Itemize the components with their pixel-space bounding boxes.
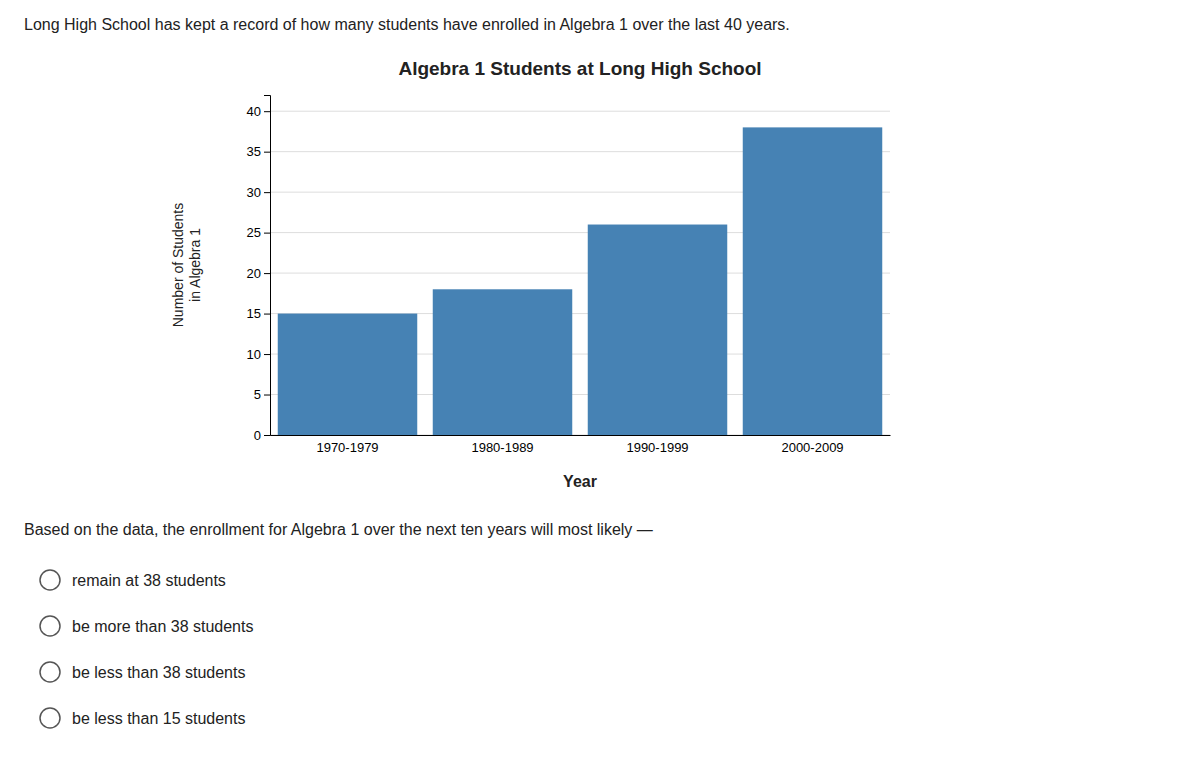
x-tick: 1980-1989 bbox=[471, 440, 533, 455]
x-axis: 1970-1979 1980-1989 1990-1999 2000-2009 bbox=[271, 436, 891, 456]
y-tick-mark bbox=[264, 354, 270, 355]
plot-area: 0 5 10 15 20 25 30 35 40 1970-1979 1980-1989 1990-1… bbox=[247, 96, 891, 456]
option-circle bbox=[40, 616, 60, 636]
y-axis-title: Number of Studentsin Algebra 1 bbox=[170, 203, 203, 328]
x-tick-label: 1970-1979 bbox=[316, 440, 378, 455]
y-tick-mark bbox=[264, 314, 270, 315]
option-text: be less than 38 students bbox=[72, 664, 245, 681]
y-tick: 35 bbox=[247, 144, 270, 159]
page: Long High School has kept a record of ho… bbox=[0, 0, 1200, 783]
x-tick-label: 2000-2009 bbox=[781, 440, 843, 455]
y-tick-mark bbox=[264, 152, 270, 153]
y-tick-mark bbox=[264, 192, 270, 193]
y-tick-label: 30 bbox=[247, 185, 261, 200]
x-axis-line bbox=[271, 435, 891, 436]
option-text: be less than 15 students bbox=[72, 710, 245, 727]
x-tick: 1970-1979 bbox=[316, 440, 378, 455]
y-tick-label: 40 bbox=[247, 104, 261, 119]
y-tick: 40 bbox=[247, 104, 270, 119]
answer-option: remain at 38 students bbox=[40, 570, 226, 590]
y-tick-label: 25 bbox=[247, 225, 261, 240]
option-circle bbox=[40, 570, 60, 590]
y-tick: 15 bbox=[247, 306, 270, 321]
y-axis: 0 5 10 15 20 25 30 35 40 bbox=[247, 96, 271, 443]
x-tick-label: 1990-1999 bbox=[626, 440, 688, 455]
option-text: be more than 38 students bbox=[72, 618, 253, 635]
y-tick-label: 0 bbox=[254, 428, 261, 443]
y-tick-label: 20 bbox=[247, 266, 261, 281]
y-tick-label: 5 bbox=[254, 387, 261, 402]
bars bbox=[278, 127, 883, 435]
answer-option: be less than 38 students bbox=[40, 662, 245, 682]
bar bbox=[588, 225, 728, 435]
y-tick: 5 bbox=[254, 387, 270, 402]
option-text: remain at 38 students bbox=[72, 572, 226, 589]
y-tick: 20 bbox=[247, 266, 270, 281]
header-text: Long High School has kept a record of ho… bbox=[24, 16, 790, 33]
grid bbox=[270, 111, 890, 435]
option-circle bbox=[40, 662, 60, 682]
x-tick: 1990-1999 bbox=[626, 440, 688, 455]
y-tick-mark bbox=[264, 435, 270, 436]
x-axis-title: Year bbox=[563, 473, 597, 490]
y-axis-line bbox=[264, 96, 271, 436]
x-tick-label: 1980-1989 bbox=[471, 440, 533, 455]
bar bbox=[278, 314, 418, 435]
y-tick: 25 bbox=[247, 225, 270, 240]
bar bbox=[433, 289, 573, 435]
y-tick-mark bbox=[264, 395, 270, 396]
y-tick: 30 bbox=[247, 185, 270, 200]
y-tick-mark bbox=[264, 111, 270, 112]
answer-option: be less than 15 students bbox=[40, 708, 245, 728]
x-tick: 2000-2009 bbox=[781, 440, 843, 455]
y-tick-mark bbox=[264, 233, 270, 234]
y-tick-label: 35 bbox=[247, 144, 261, 159]
question-text: Based on the data, the enrollment for Al… bbox=[24, 521, 653, 538]
y-tick: 0 bbox=[254, 428, 270, 443]
y-tick: 10 bbox=[247, 347, 270, 362]
option-circle bbox=[40, 708, 60, 728]
answer-option: be more than 38 students bbox=[40, 616, 253, 636]
y-tick-label: 15 bbox=[247, 306, 261, 321]
grid-line bbox=[270, 111, 890, 112]
chart-title: Algebra 1 Students at Long High School bbox=[398, 58, 761, 79]
bar bbox=[743, 127, 883, 435]
y-tick-label: 10 bbox=[247, 347, 261, 362]
y-tick-mark bbox=[264, 273, 270, 274]
